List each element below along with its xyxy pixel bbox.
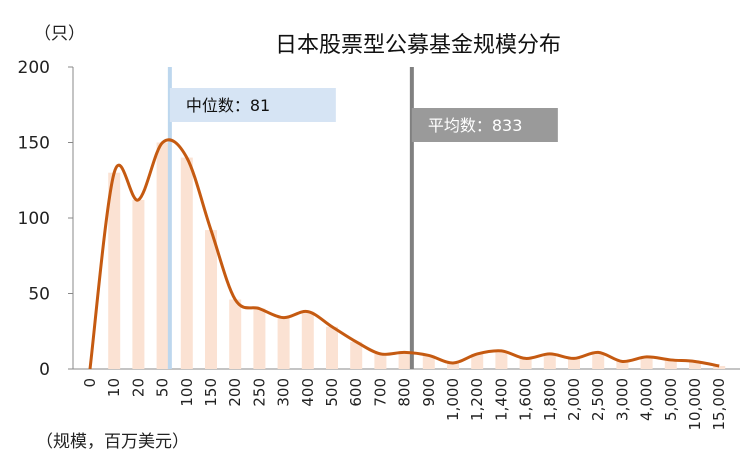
bar bbox=[108, 172, 121, 369]
x-tick-label: 1,800 bbox=[541, 378, 559, 421]
x-tick-label: 300 bbox=[275, 378, 293, 407]
bar bbox=[326, 326, 338, 369]
line-series bbox=[88, 138, 720, 370]
x-tick-label: 100 bbox=[178, 378, 196, 407]
y-tick-label: 150 bbox=[18, 134, 50, 154]
reference-label: 平均数：833 bbox=[428, 116, 523, 135]
x-axis: 0 10 20 50 100 150 200 250 300 400 500 600 700 800 900… bbox=[73, 368, 740, 431]
x-tick-label: 2,000 bbox=[565, 378, 583, 421]
x-tick-label: 600 bbox=[347, 378, 365, 407]
bar bbox=[156, 142, 169, 369]
bar-series bbox=[108, 142, 726, 369]
x-tick-label: 700 bbox=[371, 378, 389, 407]
bar bbox=[616, 361, 629, 369]
chart-title: 日本股票型公募基金规模分布 bbox=[275, 33, 561, 58]
x-tick-label: 20 bbox=[129, 378, 147, 397]
x-tick-label: 4,000 bbox=[638, 378, 656, 421]
bar bbox=[301, 311, 314, 369]
reference-label: 中位数：81 bbox=[186, 96, 270, 115]
bar bbox=[398, 352, 411, 369]
bar bbox=[447, 362, 459, 369]
x-tick-label: 0 bbox=[81, 378, 99, 388]
x-tick-label: 150 bbox=[202, 378, 220, 407]
bar bbox=[592, 352, 605, 369]
x-tick-label: 400 bbox=[299, 378, 317, 407]
bar bbox=[253, 308, 266, 369]
x-tick-label: 3,000 bbox=[613, 378, 631, 421]
bar bbox=[422, 355, 435, 369]
bar bbox=[495, 350, 508, 369]
y-tick-label: 100 bbox=[18, 209, 50, 229]
bar bbox=[229, 299, 242, 369]
x-tick-label: 50 bbox=[154, 378, 172, 397]
bar bbox=[640, 356, 653, 369]
line-path bbox=[88, 138, 720, 370]
bar bbox=[374, 353, 387, 369]
y-unit-label: （只） bbox=[34, 24, 85, 44]
y-tick-label: 50 bbox=[28, 285, 50, 305]
x-tick-label: 2,500 bbox=[589, 378, 607, 421]
y-tick-label: 200 bbox=[18, 58, 50, 78]
x-tick-label: 1,400 bbox=[492, 378, 510, 421]
x-unit-label: （规模，百万美元） bbox=[36, 432, 189, 452]
bar bbox=[471, 353, 484, 369]
x-tick-label: 800 bbox=[396, 378, 414, 407]
bar bbox=[689, 361, 701, 369]
y-tick-label: 0 bbox=[39, 360, 50, 380]
bar bbox=[519, 358, 532, 369]
bar bbox=[277, 317, 290, 369]
y-axis: 0 50 100 150 200 bbox=[18, 58, 74, 380]
x-tick-label: 500 bbox=[323, 378, 341, 407]
x-tick-label: 10 bbox=[105, 378, 123, 397]
x-tick-label: 250 bbox=[250, 378, 268, 407]
reference-lines: 中位数：81 平均数：833 bbox=[167, 67, 558, 369]
x-tick-label: 900 bbox=[420, 378, 438, 407]
bar bbox=[664, 359, 677, 369]
x-tick-label: 1,600 bbox=[517, 378, 535, 421]
x-tick-label: 200 bbox=[226, 378, 244, 407]
x-tick-label: 1,000 bbox=[444, 378, 462, 421]
bar bbox=[350, 341, 363, 369]
bar bbox=[543, 353, 556, 369]
bar bbox=[205, 230, 217, 369]
x-tick-label: 1,200 bbox=[468, 378, 486, 421]
bar bbox=[180, 157, 193, 369]
x-tick-label: 10,000 bbox=[686, 378, 704, 431]
bar bbox=[568, 358, 580, 369]
bar bbox=[132, 199, 145, 369]
bar bbox=[713, 365, 726, 369]
reference-label-box bbox=[169, 88, 336, 122]
reference-label-box bbox=[411, 108, 558, 142]
x-tick-label: 5,000 bbox=[662, 378, 680, 421]
x-tick-label: 15,000 bbox=[710, 378, 728, 431]
